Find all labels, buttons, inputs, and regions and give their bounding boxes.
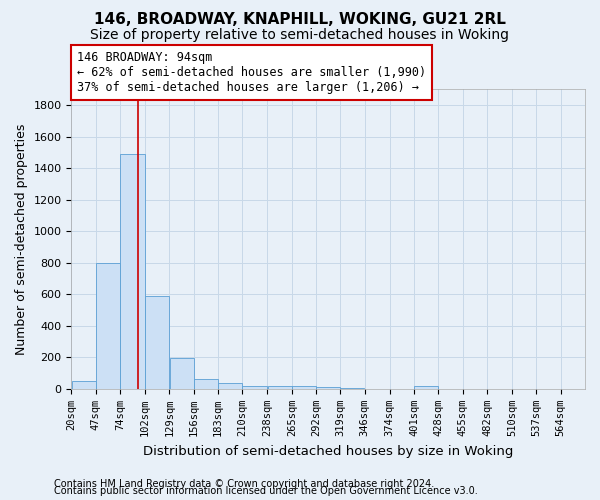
Text: Size of property relative to semi-detached houses in Woking: Size of property relative to semi-detach… bbox=[91, 28, 509, 42]
Bar bbox=[71, 381, 95, 389]
Bar bbox=[414, 386, 438, 389]
Y-axis label: Number of semi-detached properties: Number of semi-detached properties bbox=[15, 124, 28, 355]
Bar bbox=[316, 386, 340, 389]
Text: 146, BROADWAY, KNAPHILL, WOKING, GU21 2RL: 146, BROADWAY, KNAPHILL, WOKING, GU21 2R… bbox=[94, 12, 506, 28]
Bar bbox=[292, 386, 316, 389]
Bar bbox=[218, 383, 242, 389]
Bar bbox=[194, 380, 218, 389]
Bar bbox=[340, 388, 364, 389]
Bar bbox=[145, 296, 169, 389]
Text: 146 BROADWAY: 94sqm
← 62% of semi-detached houses are smaller (1,990)
37% of sem: 146 BROADWAY: 94sqm ← 62% of semi-detach… bbox=[77, 51, 426, 94]
Text: Contains public sector information licensed under the Open Government Licence v3: Contains public sector information licen… bbox=[54, 486, 478, 496]
Bar bbox=[170, 358, 194, 389]
Bar bbox=[120, 154, 145, 389]
Bar bbox=[96, 263, 120, 389]
Text: Contains HM Land Registry data © Crown copyright and database right 2024.: Contains HM Land Registry data © Crown c… bbox=[54, 479, 434, 489]
X-axis label: Distribution of semi-detached houses by size in Woking: Distribution of semi-detached houses by … bbox=[143, 444, 514, 458]
Bar bbox=[242, 386, 268, 389]
Bar bbox=[268, 386, 292, 389]
